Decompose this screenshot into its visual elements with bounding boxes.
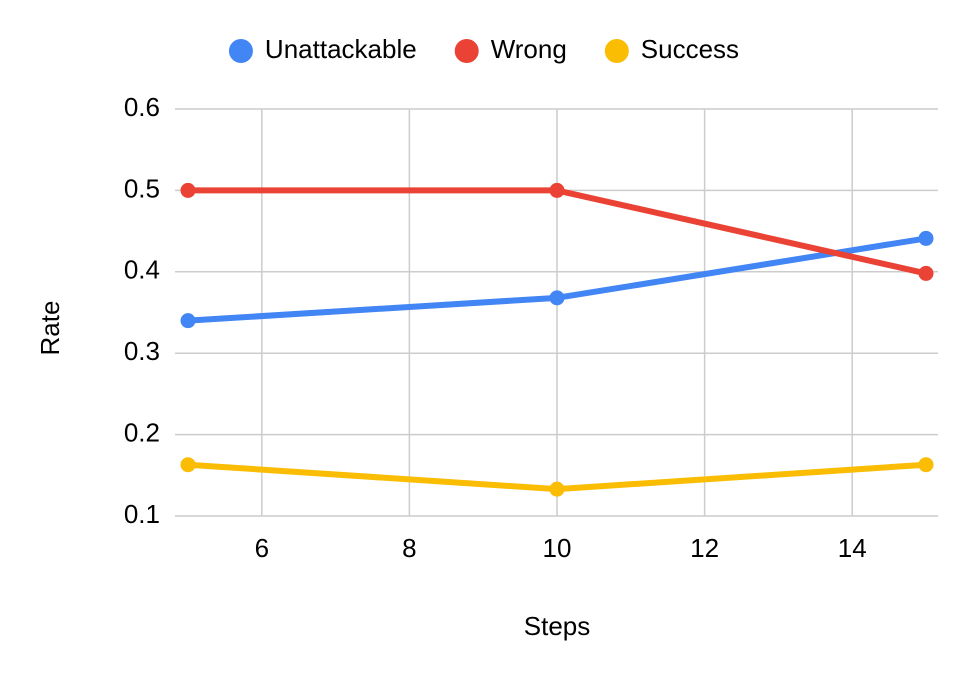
data-point [918, 457, 934, 473]
data-point [549, 182, 565, 198]
x-axis-title: Steps [524, 611, 591, 641]
data-point [918, 265, 934, 281]
x-tick-label: 6 [255, 533, 269, 563]
y-tick-label: 0.3 [124, 336, 160, 366]
x-tick-label: 8 [402, 533, 416, 563]
legend-marker [228, 39, 253, 63]
y-axis-title: Rate [35, 301, 65, 356]
legend-marker [454, 39, 479, 63]
x-tick-label: 12 [690, 533, 719, 563]
y-tick-label: 0.2 [124, 417, 160, 447]
legend-label: Success [641, 34, 739, 64]
x-tick-label: 14 [838, 533, 867, 563]
y-tick-label: 0.4 [124, 255, 160, 285]
data-point [549, 290, 565, 306]
data-point [180, 313, 196, 329]
x-tick-label: 10 [543, 533, 572, 563]
y-tick-label: 0.1 [124, 499, 160, 529]
legend-label: Unattackable [265, 34, 417, 64]
data-point [549, 481, 565, 497]
data-point [180, 182, 196, 198]
y-tick-label: 0.6 [124, 92, 160, 122]
y-tick-label: 0.5 [124, 173, 160, 203]
data-point [918, 230, 934, 246]
data-point [180, 457, 196, 473]
legend-label: Wrong [491, 34, 567, 64]
legend-marker [604, 39, 629, 63]
